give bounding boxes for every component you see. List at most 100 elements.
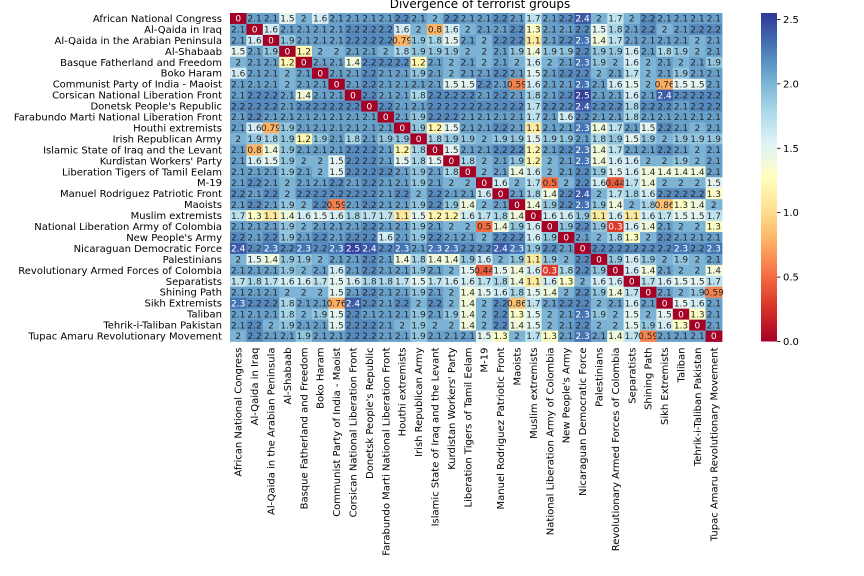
cell-value-label: 1.6: [247, 157, 262, 167]
heatmap-cell: [705, 155, 723, 167]
cell-value-label: 2.2: [575, 168, 589, 178]
heatmap-cell: [312, 221, 329, 233]
heatmap-cell: [623, 199, 641, 211]
heatmap-cell: [525, 221, 542, 233]
cell-value-label: 2.3: [575, 124, 589, 134]
cell-value-label: 2.1: [510, 190, 524, 200]
row-label: Communist Party of India - Maoist: [53, 80, 222, 91]
cell-value-label: 1.5: [329, 310, 343, 320]
cell-value-label: 1.9: [411, 168, 426, 178]
heatmap-cell: [672, 89, 690, 101]
cell-value-label: 1.9: [493, 135, 508, 145]
cell-value-label: 2.1: [707, 124, 721, 134]
column-label: M-19: [480, 348, 491, 373]
column-label: Islamic State of Iraq and the Levant: [431, 347, 442, 526]
heatmap-cell: [377, 34, 395, 47]
heatmap-cell: [426, 133, 444, 145]
cell-value-label: 2.2: [559, 91, 573, 101]
heatmap-cell: [328, 264, 346, 277]
heatmap-cell: [426, 34, 444, 47]
heatmap-cell: [443, 297, 460, 310]
heatmap-cell: [410, 330, 428, 342]
cell-value-label: 2.3: [575, 310, 589, 320]
cell-value-label: 2.1: [575, 135, 589, 145]
cell-value-label: 1.8: [559, 267, 574, 277]
cell-value-label: 1.3: [707, 190, 721, 200]
cell-value-label: 2.1: [493, 48, 507, 58]
cell-value-label: 2.1: [362, 113, 376, 123]
cell-value-label: 1.7: [313, 277, 327, 287]
cell-value-label: 1.8: [461, 157, 476, 167]
heatmap-cell: [394, 188, 411, 200]
heatmap-cell: [476, 286, 493, 299]
cell-value-label: 2: [481, 201, 487, 211]
cell-value-label: 1.6: [625, 91, 640, 101]
cell-value-label: 2.2: [362, 91, 376, 101]
heatmap-cell: [443, 199, 460, 211]
cell-value-label: 2.1: [428, 69, 442, 79]
heatmap-cell: [607, 308, 624, 320]
cell-value-label: 2.2: [592, 245, 606, 255]
cell-value-label: 2.2: [362, 179, 376, 189]
heatmap-cell: [492, 56, 510, 69]
column-label: Liberation Tigers of Tamil Eelam: [463, 348, 474, 508]
cell-value-label: 2.1: [493, 26, 507, 36]
heatmap-cell: [410, 89, 428, 101]
heatmap-cell: [459, 45, 477, 58]
cell-value-label: 2.1: [379, 146, 393, 156]
cell-value-label: 2.1: [690, 15, 704, 25]
heatmap-cell: [312, 122, 329, 134]
cell-value-label: 2.2: [559, 15, 573, 25]
column-label: Shining Path: [644, 348, 655, 410]
heatmap-cell: [377, 264, 395, 277]
heatmap-cell: [541, 23, 559, 36]
heatmap-cell: [246, 221, 264, 233]
heatmap-cell: [607, 23, 624, 36]
heatmap-cell: [377, 210, 395, 222]
heatmap-cell: [590, 177, 608, 189]
heatmap-cell: [394, 111, 411, 123]
heatmap-cell: [607, 286, 624, 299]
cell-value-label: 1.9: [674, 48, 689, 58]
cell-value-label: 2.2: [493, 234, 507, 244]
cell-value-label: 2.1: [297, 124, 311, 134]
cell-value-label: 1.6: [297, 277, 312, 287]
cell-value-label: 2.2: [313, 245, 327, 255]
cell-value-label: 2: [662, 26, 668, 36]
heatmap-cell: [262, 23, 280, 36]
cell-value-label: 0.86: [507, 299, 527, 309]
heatmap-cell: [672, 264, 690, 277]
cell-value-label: 2: [317, 157, 323, 167]
heatmap-cell: [344, 166, 362, 178]
row-label: African National Congress: [93, 14, 222, 25]
heatmap-cell: [590, 308, 608, 320]
cell-value-label: 2.1: [329, 332, 343, 342]
row-label: Boko Haram: [161, 69, 222, 80]
cell-value-label: 2.1: [264, 179, 278, 189]
cell-value-label: 2.1: [707, 146, 721, 156]
heatmap-cell: [426, 177, 444, 189]
heatmap-cell: [689, 188, 706, 200]
heatmap-cell: [541, 221, 559, 233]
heatmap-cell: [246, 166, 264, 178]
heatmap-cell: [410, 56, 428, 69]
cell-value-label: 1.8: [395, 48, 410, 58]
heatmap-cell: [574, 253, 592, 266]
colorbar-tick-label: 2.0: [783, 79, 799, 90]
heatmap-cell: [607, 13, 624, 25]
heatmap-cell: [476, 330, 493, 342]
cell-value-label: 2.1: [510, 15, 524, 25]
heatmap-cell: [279, 297, 296, 310]
heatmap-cell: [262, 308, 280, 320]
cell-value-label: 2.2: [575, 69, 589, 79]
cell-value-label: 2.2: [575, 113, 589, 123]
cell-value-label: 1.7: [526, 299, 540, 309]
heatmap-cell: [574, 275, 592, 288]
cell-value-label: 2.2: [362, 190, 376, 200]
heatmap-cell: [312, 253, 329, 266]
cell-value-label: 2.1: [379, 15, 393, 25]
heatmap-cell: [262, 286, 280, 299]
heatmap-cell: [410, 144, 428, 156]
heatmap-cell: [279, 111, 296, 123]
cell-value-label: 1.9: [674, 157, 689, 167]
